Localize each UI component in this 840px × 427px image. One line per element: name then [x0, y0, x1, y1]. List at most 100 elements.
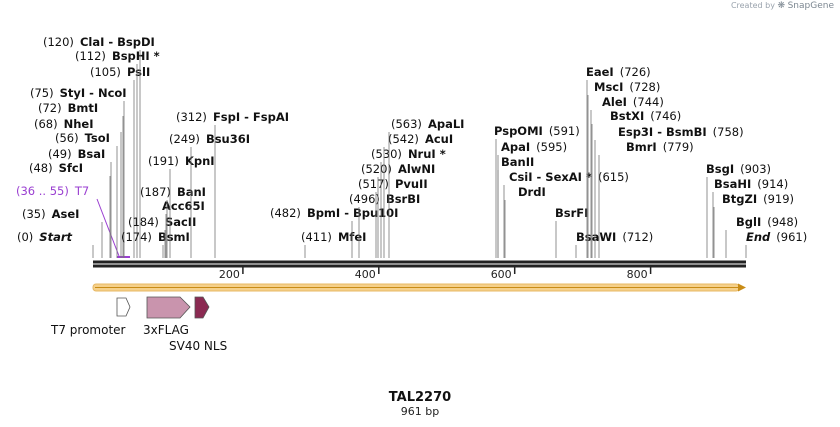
site-name[interactable]: NheI	[64, 117, 94, 131]
site-pspomi[interactable]: PspOMI (591)	[494, 124, 580, 258]
site-msci[interactable]: MscI (728)	[587, 80, 660, 258]
site-bsai[interactable]: (49) BsaI	[48, 147, 112, 258]
site-bsahi[interactable]: BsaHI (914)	[712, 177, 788, 258]
site-name[interactable]: T7	[74, 184, 89, 198]
site-psli[interactable]: (105) PslI	[90, 65, 150, 258]
site-drdi[interactable]: DrdI	[504, 185, 546, 258]
site-bsmi[interactable]: (174) BsmI	[121, 230, 190, 258]
site-name[interactable]: AseI	[52, 207, 80, 221]
site-name[interactable]: BsgI	[706, 162, 734, 176]
site-fspi-fspai[interactable]: (312) FspI - FspAI	[176, 110, 289, 258]
site-name[interactable]: DrdI	[518, 185, 546, 199]
site-t7[interactable]: (36 .. 55) T7	[16, 184, 130, 258]
site-position: (712)	[622, 230, 653, 244]
site-asei[interactable]: (35) AseI	[22, 207, 103, 258]
site-position: (726)	[620, 65, 651, 79]
site-clai-bspdi[interactable]: (120) ClaI - BspDI	[43, 35, 155, 258]
site-nhei[interactable]: (68) NheI	[34, 117, 122, 258]
site-name[interactable]: AcuI	[425, 132, 453, 146]
site-name[interactable]: Esp3I - BsmBI	[618, 125, 707, 139]
site-name[interactable]: BanII	[501, 155, 534, 169]
site-name[interactable]: ApaI	[501, 140, 530, 154]
site-apali[interactable]: (563) ApaLI	[388, 117, 465, 258]
site-name[interactable]: Acc65I	[162, 199, 205, 213]
site-bani[interactable]: (187) BanI	[140, 185, 206, 258]
site-name[interactable]: Bsu36I	[206, 132, 250, 146]
site-name[interactable]: BpmI - Bpu10I	[307, 206, 399, 220]
site-name[interactable]: BmrI	[626, 140, 657, 154]
feature-arrow-icon[interactable]	[194, 296, 210, 319]
site-position: (191)	[148, 154, 179, 168]
site-bsphi-[interactable]: (112) BspHI *	[75, 49, 160, 258]
site-bmti[interactable]: (72) BmtI	[38, 101, 124, 258]
site-name[interactable]: PspOMI	[494, 124, 543, 138]
site-name[interactable]: BstXI	[610, 109, 644, 123]
site-bsu36i[interactable]: (249) Bsu36I	[169, 132, 250, 258]
site-position: (312)	[176, 110, 207, 124]
site-name[interactable]: Start	[39, 230, 72, 244]
site-bsgi[interactable]: BsgI (903)	[706, 162, 771, 258]
site-bsrbi[interactable]: (496) BsrBI	[349, 192, 420, 258]
site-bgli[interactable]: BglI (948)	[725, 215, 798, 258]
site-bpmi-bpu10i[interactable]: (482) BpmI - Bpu10I	[270, 206, 398, 258]
site-name[interactable]: TsoI	[85, 131, 110, 145]
site-name[interactable]: StyI - NcoI	[60, 86, 127, 100]
svg-text:(0)Start: (0) Start	[17, 230, 73, 244]
site-name[interactable]: CsiI - SexAI *	[509, 170, 592, 184]
site-nrui-[interactable]: (530) NruI *	[371, 147, 446, 258]
site-bstxi[interactable]: BstXI (746)	[591, 109, 681, 258]
site-acui[interactable]: (542) AcuI	[383, 132, 453, 258]
svg-text:Acc65I: Acc65I	[162, 199, 205, 213]
site-name[interactable]: BglI	[736, 215, 761, 229]
site-name[interactable]: SfcI	[59, 161, 83, 175]
site-name[interactable]: BsaI	[78, 147, 106, 161]
site-sacii[interactable]: (184) SacII	[128, 215, 196, 258]
site-bmri[interactable]: BmrI (779)	[598, 140, 694, 258]
site-csii-sexai-[interactable]: CsiI - SexAI * (615)	[503, 170, 629, 258]
site-kpni[interactable]: (191) KpnI	[148, 154, 215, 258]
site-name[interactable]: AleI	[602, 95, 627, 109]
feature-sv40-nls[interactable]: SV40 NLS	[169, 296, 227, 353]
site-name[interactable]: AlwNI	[398, 162, 435, 176]
site-name[interactable]: BsaHI	[714, 177, 751, 191]
site-styi-ncoi[interactable]: (75) StyI - NcoI	[30, 86, 127, 258]
feature-3xflag[interactable]: 3xFLAG	[143, 296, 191, 337]
site-eaei[interactable]: EaeI (726)	[586, 65, 651, 258]
site-name[interactable]: PslI	[127, 65, 150, 79]
site-btgzi[interactable]: BtgZI (919)	[713, 192, 794, 258]
feature-arrow-icon[interactable]	[116, 297, 131, 317]
site-end[interactable]: End (961)	[745, 230, 807, 258]
site-bsawi[interactable]: BsaWI (712)	[575, 230, 653, 258]
feature-arrow-icon[interactable]	[146, 296, 191, 319]
site-name[interactable]: BsmI	[158, 230, 190, 244]
site-name[interactable]: EaeI	[586, 65, 614, 79]
site-name[interactable]: NruI *	[408, 147, 446, 161]
site-name[interactable]: PvuII	[395, 177, 428, 191]
site-name[interactable]: BanI	[177, 185, 206, 199]
site-name[interactable]: MscI	[594, 80, 623, 94]
site-name[interactable]: ClaI - BspDI	[80, 35, 155, 49]
site-name[interactable]: BsrBI	[386, 192, 420, 206]
site-name[interactable]: KpnI	[185, 154, 215, 168]
site-name[interactable]: FspI - FspAI	[213, 110, 289, 124]
site-name[interactable]: BtgZI	[722, 192, 757, 206]
site-name[interactable]: ApaLI	[428, 117, 465, 131]
site-tsoi[interactable]: (56) TsoI	[55, 131, 118, 258]
site-alei[interactable]: AleI (744)	[590, 95, 664, 258]
site-name[interactable]: End	[746, 230, 771, 244]
site-banii[interactable]: BanII	[497, 155, 534, 258]
site-name[interactable]: BmtI	[68, 101, 99, 115]
site-name[interactable]: BsrFI	[555, 206, 588, 220]
site-mfei[interactable]: (411) MfeI	[301, 230, 366, 258]
site-name[interactable]: SacII	[165, 215, 196, 229]
site-esp3i-bsmbi[interactable]: Esp3I - BsmBI (758)	[594, 125, 744, 258]
site-name[interactable]: BspHI *	[112, 49, 160, 63]
site-apai[interactable]: ApaI (595)	[497, 140, 567, 258]
site-bsrfi[interactable]: BsrFI	[555, 206, 588, 258]
site-start[interactable]: (0) Start	[17, 230, 94, 258]
svg-text:BanII: BanII	[501, 155, 534, 169]
site-acc65i[interactable]: Acc65I	[162, 199, 205, 258]
site-sfci[interactable]: (48) SfcI	[29, 161, 111, 258]
site-name[interactable]: BsaWI	[576, 230, 616, 244]
feature-t7-promoter[interactable]: T7 promoter	[50, 297, 131, 337]
